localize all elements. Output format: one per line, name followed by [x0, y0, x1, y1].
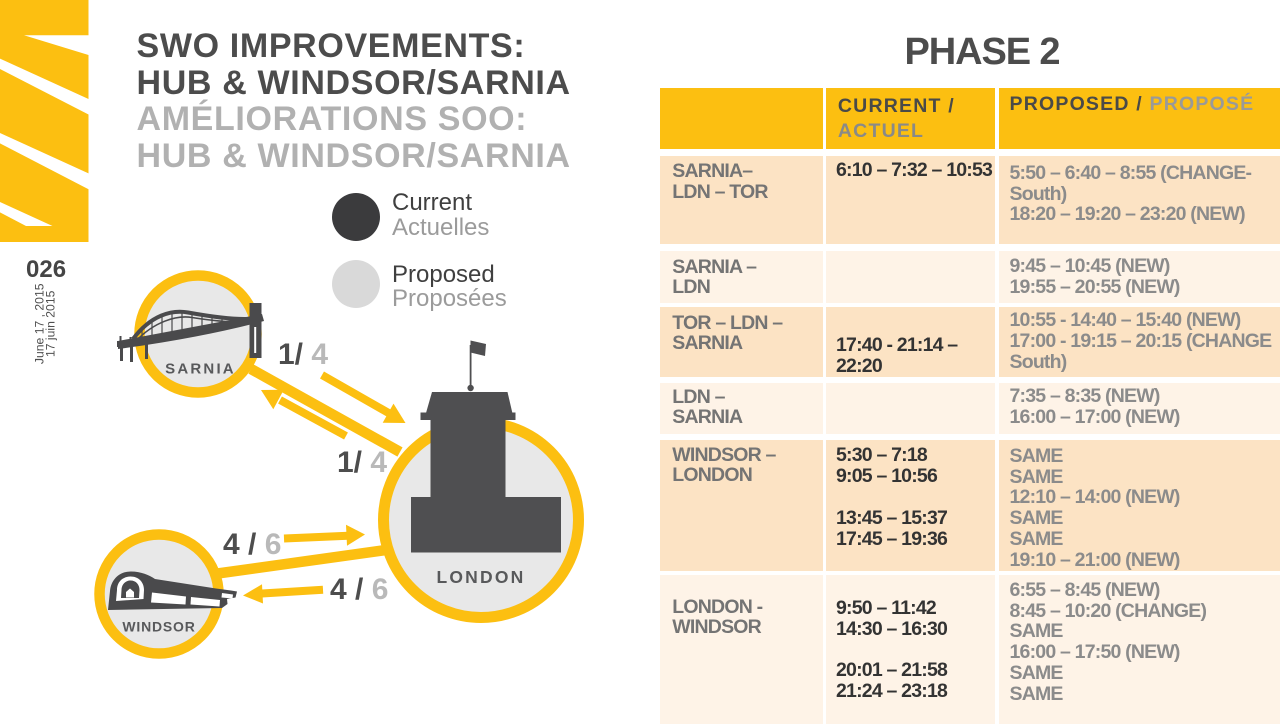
svg-text:WINDSOR: WINDSOR — [122, 619, 195, 635]
svg-text:1/ 4: 1/ 4 — [337, 446, 387, 479]
svg-text:SARNIA: SARNIA — [165, 361, 236, 378]
svg-text:4 / 6: 4 / 6 — [330, 573, 388, 606]
svg-text:1/ 4: 1/ 4 — [278, 338, 328, 371]
svg-text:LONDON: LONDON — [436, 567, 525, 587]
svg-text:4 / 6: 4 / 6 — [223, 528, 281, 561]
